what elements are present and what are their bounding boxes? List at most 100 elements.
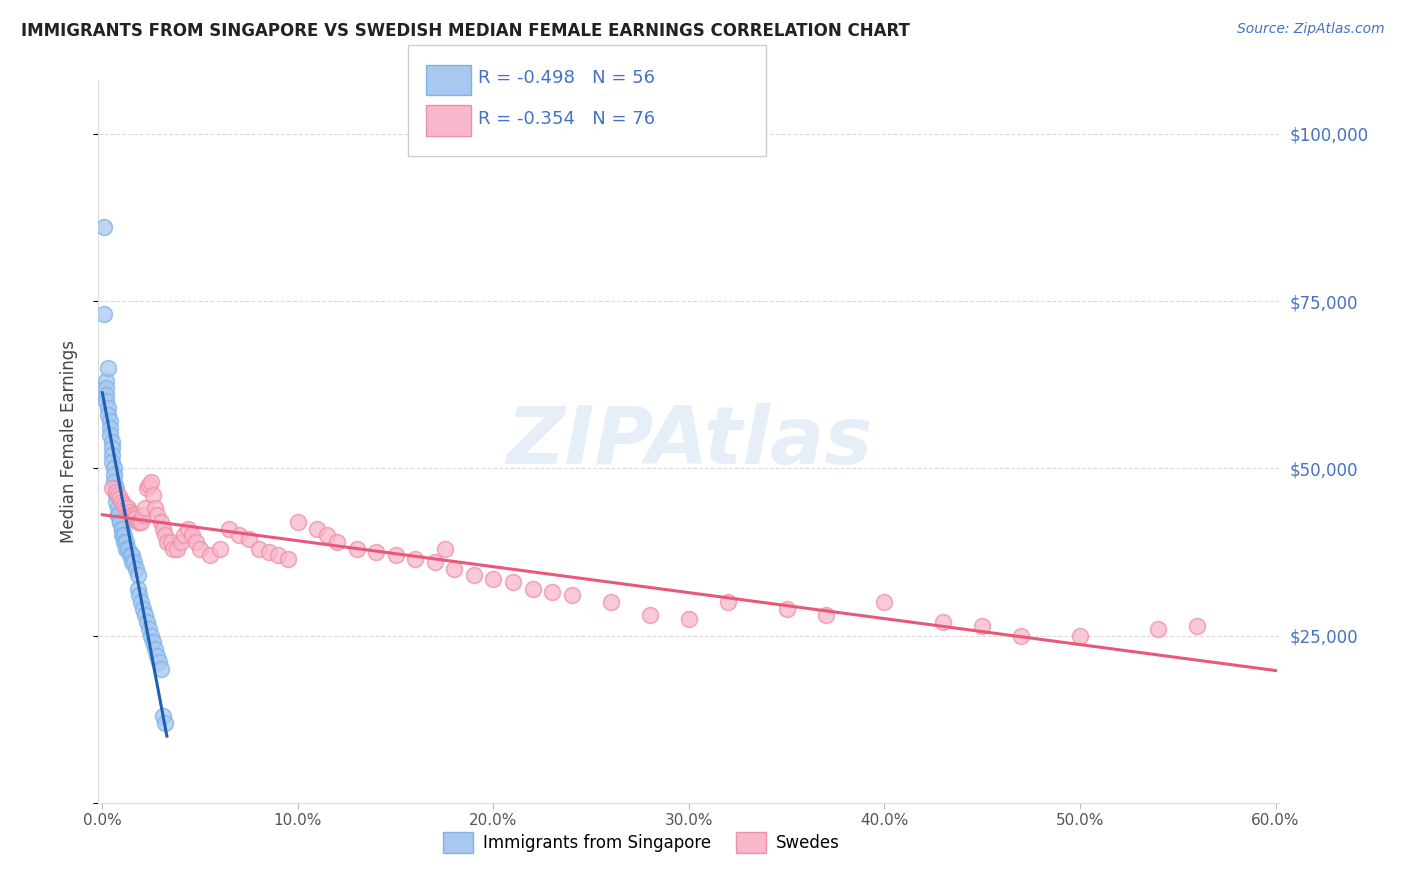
Point [97,401,120,416]
Point [238,532,260,546]
Point [112,528,135,542]
Point [136,482,159,496]
Point [101,482,124,496]
Point [186,534,208,549]
Point [127,582,149,596]
Point [121,508,143,523]
Point [96,387,118,401]
Point [142,488,165,502]
Point [277,551,299,566]
Point [638,608,661,623]
Point [103,467,125,482]
Point [98,414,121,428]
Point [482,572,505,586]
Point [173,528,195,542]
Point [143,642,166,657]
Text: Source: ZipAtlas.com: Source: ZipAtlas.com [1237,22,1385,37]
Point [169,534,191,549]
Point [228,528,250,542]
Point [141,475,163,489]
Point [108,515,131,529]
Point [143,501,166,516]
Point [93,307,115,321]
Point [541,585,564,599]
Point [134,608,156,623]
Text: ZIPAtlas: ZIPAtlas [506,402,872,481]
Point [717,595,740,609]
Point [107,488,129,502]
Point [124,562,146,576]
Y-axis label: Median Female Earnings: Median Female Earnings [59,340,77,543]
Point [98,427,121,442]
Point [166,541,188,556]
Point [561,589,583,603]
Point [107,508,129,523]
Point [112,534,135,549]
Point [108,515,131,529]
Point [307,521,329,535]
Point [131,515,153,529]
Point [502,575,524,590]
Point [443,562,465,576]
Point [122,508,145,523]
Point [156,534,179,549]
Point [101,434,124,449]
Point [111,521,134,535]
Point [107,501,129,516]
Point [103,461,125,475]
Point [776,602,799,616]
Point [177,521,200,535]
Point [124,511,146,525]
Point [122,511,145,525]
Point [384,548,406,563]
Point [433,541,456,556]
Point [152,521,174,535]
Point [142,635,165,649]
Point [522,582,544,596]
Point [97,408,120,422]
Point [107,508,129,523]
Point [121,548,143,563]
Point [97,361,120,376]
Point [105,482,128,496]
Point [346,541,368,556]
Point [150,662,173,676]
Point [108,491,131,506]
Point [101,454,124,469]
Point [114,534,136,549]
Point [814,608,837,623]
Point [463,568,485,582]
Point [148,655,170,669]
Point [1010,628,1032,642]
Point [118,548,141,563]
Point [138,478,160,492]
Point [146,648,169,663]
Point [153,528,176,542]
Point [105,494,128,508]
Point [101,448,124,462]
Point [208,541,231,556]
Point [114,501,136,516]
Point [136,615,159,630]
Point [96,375,118,389]
Point [316,528,339,542]
Point [159,534,181,549]
Point [326,534,349,549]
Point [117,501,139,516]
Point [218,521,240,535]
Point [111,521,134,535]
Point [128,589,150,603]
Point [98,421,121,435]
Point [96,394,118,409]
Point [198,548,221,563]
Point [146,508,169,523]
Point [138,622,160,636]
Point [247,541,270,556]
Point [128,515,150,529]
Point [112,498,135,512]
Point [105,484,128,499]
Text: IMMIGRANTS FROM SINGAPORE VS SWEDISH MEDIAN FEMALE EARNINGS CORRELATION CHART: IMMIGRANTS FROM SINGAPORE VS SWEDISH MED… [21,22,910,40]
Point [152,708,174,723]
Point [181,528,204,542]
Point [150,515,173,529]
